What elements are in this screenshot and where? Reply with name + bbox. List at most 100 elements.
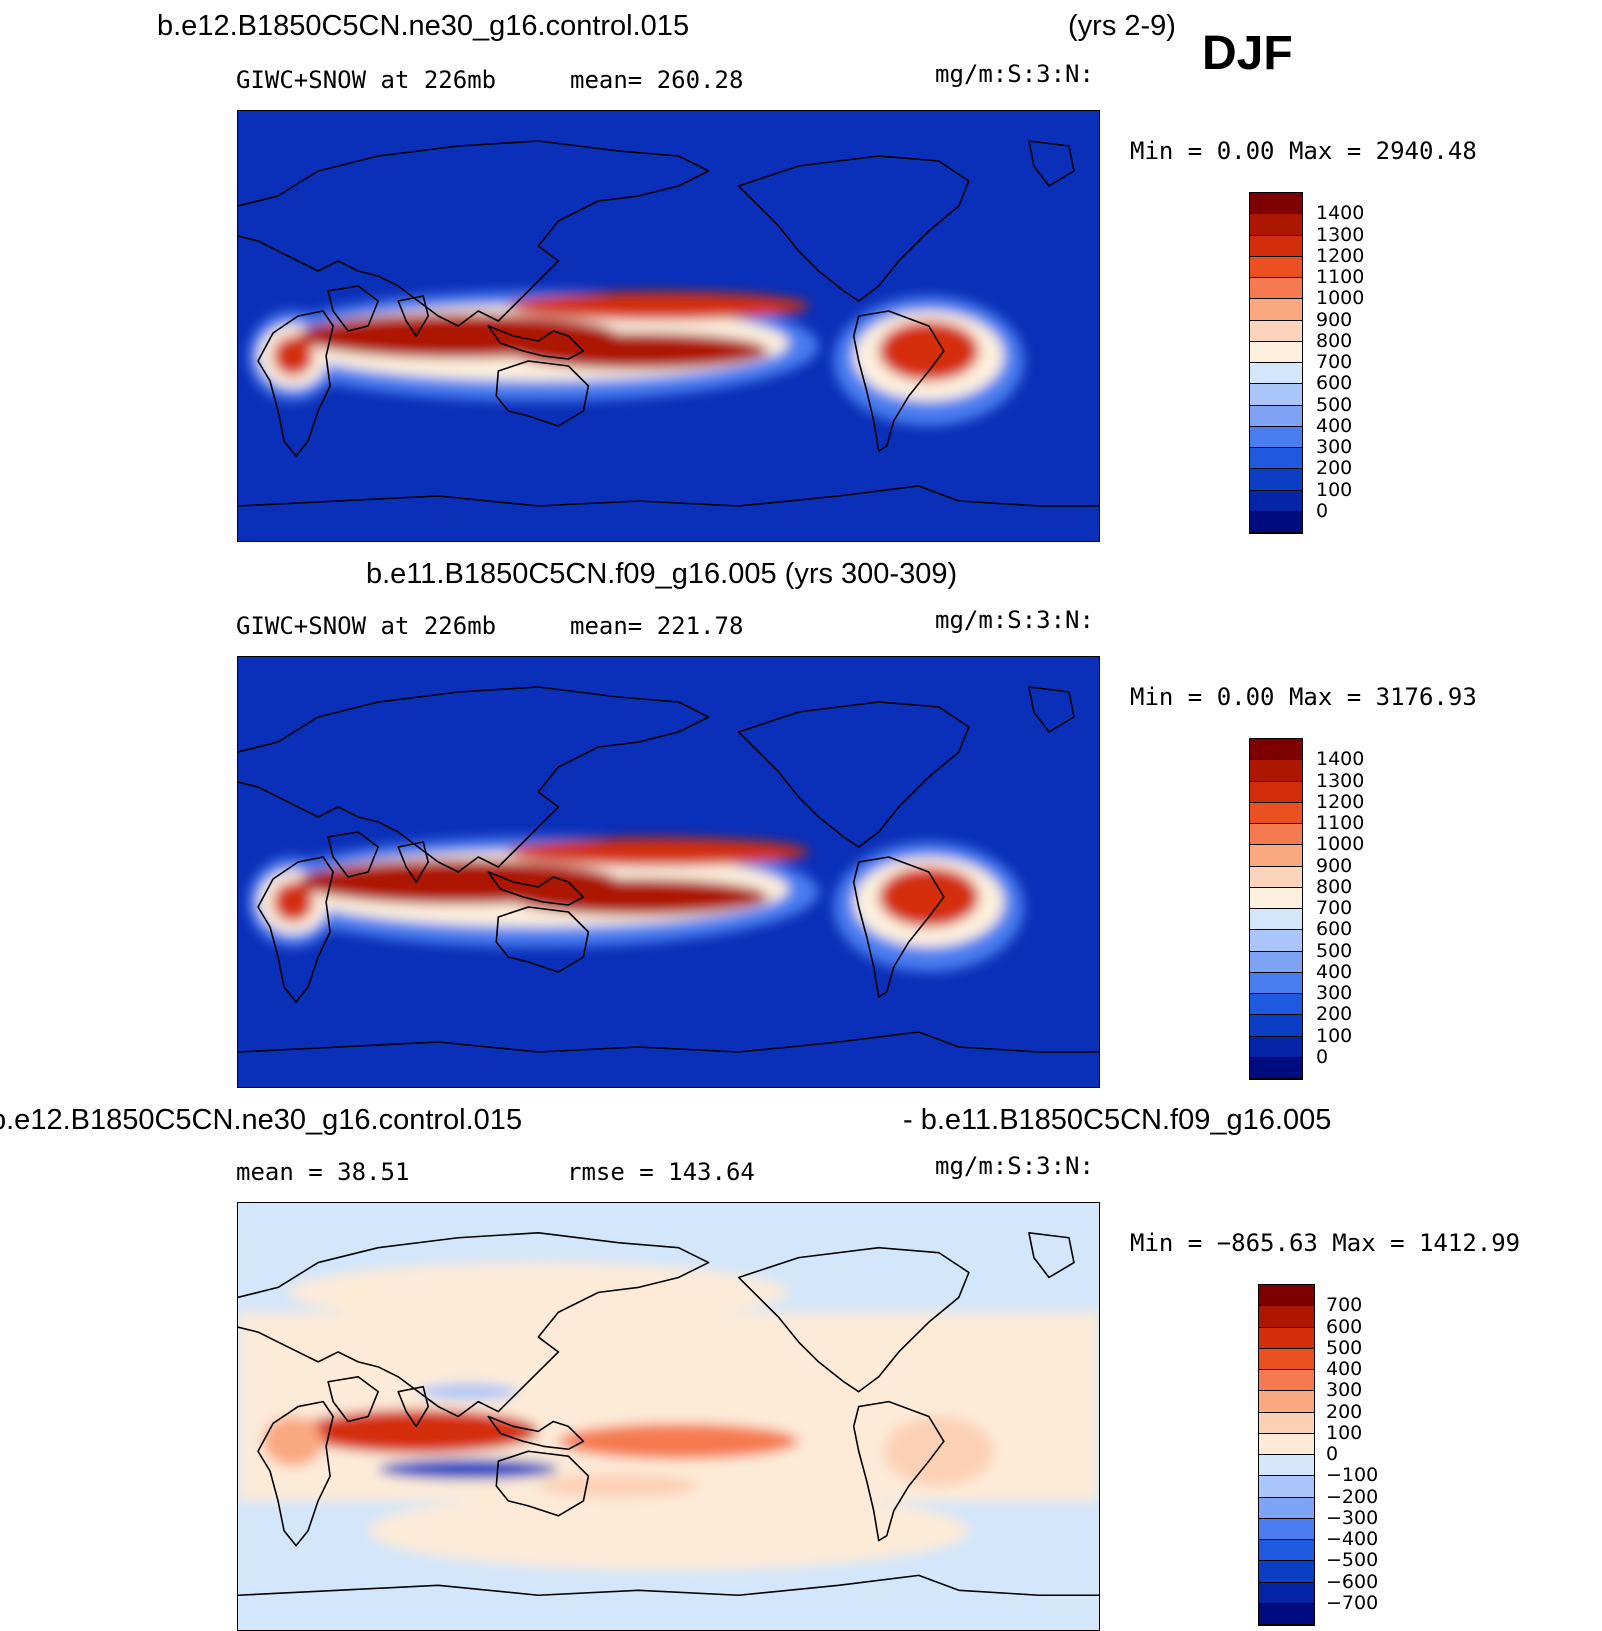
colorbar-swatch [1250, 384, 1302, 406]
colorbar-tick-label: 500 [1326, 1336, 1363, 1359]
coastline [238, 686, 710, 873]
panel2-mean-label: mean= 221.78 [570, 612, 744, 640]
colorbar-tick-label: 700 [1316, 351, 1353, 373]
coastline [1028, 140, 1075, 187]
colorbar-tick-label: 300 [1316, 436, 1353, 458]
panel1-units-label: mg/m:S:3:N: [935, 60, 1094, 88]
coastline [238, 485, 1099, 507]
coastline [327, 1375, 379, 1423]
coastline [737, 701, 970, 848]
coastline [327, 831, 379, 878]
colorbar-swatch [1250, 866, 1302, 888]
colorbar-swatch [1259, 1455, 1314, 1477]
map-field [238, 1203, 1099, 1630]
coastline [852, 310, 945, 452]
colorbar-tick-label: −700 [1326, 1591, 1379, 1614]
colorbar-swatch [1250, 214, 1302, 236]
colorbar-swatch [1250, 511, 1302, 533]
coastline [852, 856, 945, 998]
colorbar-swatch [1250, 448, 1302, 470]
coastline [397, 1385, 430, 1428]
colorbar-swatch [1250, 887, 1302, 909]
colorbar-swatch [1250, 1057, 1302, 1079]
colorbar-swatch [1259, 1327, 1314, 1349]
colorbar-tick-label: 1200 [1316, 790, 1365, 813]
coastline [495, 906, 590, 973]
colorbar-swatch [1259, 1433, 1314, 1455]
colorbar-tick-label: 1300 [1316, 769, 1365, 792]
coastline [257, 856, 334, 1003]
colorbar-tick-label: 500 [1316, 393, 1353, 416]
colorbar-tick-label: 0 [1326, 1443, 1339, 1465]
colorbar-swatch [1259, 1518, 1314, 1540]
colorbar-tick-label: 700 [1316, 897, 1353, 919]
colorbar-swatch [1259, 1561, 1314, 1583]
colorbar-swatch [1250, 1036, 1302, 1058]
years-label: (yrs 2-9) [1068, 10, 1176, 42]
colorbar-tick-label: 1400 [1316, 748, 1365, 771]
colorbar-swatch [1259, 1603, 1314, 1625]
colorbar-tick-label: 100 [1326, 1421, 1363, 1444]
colorbar-swatch [1259, 1348, 1314, 1370]
colorbar-swatch [1250, 278, 1302, 300]
colorbar-swatch [1250, 781, 1302, 803]
colorbar-tick-label: −200 [1326, 1485, 1379, 1508]
colorbar-swatch [1250, 824, 1302, 846]
colorbar-tick-label: 0 [1316, 1045, 1329, 1068]
panel1-minmax: Min = 0.00 Max = 2940.48 [1130, 137, 1477, 165]
colorbar-tick-label: 1100 [1316, 812, 1365, 834]
colorbar-tick-label: 400 [1316, 960, 1353, 983]
colorbar-swatch [1250, 193, 1302, 215]
coastline [238, 1031, 1099, 1053]
panel3-colorbar-labels: −700 −600 −500 −400 −300 −200 −100 0 100 200 300 40… [1326, 1284, 1416, 1624]
panel2-minmax: Min = 0.00 Max = 3176.93 [1130, 683, 1477, 711]
colorbar-swatch [1250, 994, 1302, 1016]
coastline [737, 1246, 970, 1393]
colorbar-swatch [1250, 320, 1302, 342]
colorbar-tick-label: −600 [1326, 1570, 1379, 1593]
season-label: DJF [1202, 27, 1293, 80]
colorbar-tick-label: 200 [1326, 1400, 1363, 1423]
colorbar-tick-label: 600 [1326, 1315, 1363, 1338]
colorbar-swatch [1250, 972, 1302, 994]
colorbar-swatch [1250, 739, 1302, 761]
coastline [257, 1400, 334, 1547]
colorbar-tick-label: −500 [1326, 1549, 1379, 1572]
colorbar-swatch [1250, 930, 1302, 952]
panel1-map [237, 110, 1100, 542]
panel3-title-left: b.e12.B1850C5CN.ne30_g16.control.015 [0, 1104, 523, 1136]
coastline [487, 871, 585, 906]
colorbar-tick-label: 200 [1316, 457, 1353, 480]
colorbar-swatch [1250, 256, 1302, 278]
colorbar-swatch [1259, 1497, 1314, 1519]
panel2-field-label: GIWC+SNOW at 226mb [236, 612, 497, 640]
colorbar-tick-label: 500 [1316, 939, 1353, 962]
panel3-mean-label: mean = 38.51 [236, 1158, 410, 1186]
colorbar-tick-label: 300 [1316, 982, 1353, 1004]
colorbar-tick-label: 800 [1316, 329, 1353, 352]
colorbar-tick-label: 600 [1316, 372, 1353, 395]
colorbar-swatch [1250, 909, 1302, 931]
panel3-title-right: - b.e11.B1850C5CN.f09_g16.005 [903, 1104, 1332, 1136]
coastline [238, 140, 710, 327]
colorbar-tick-label: 1000 [1316, 833, 1365, 856]
colorbar-swatch [1259, 1540, 1314, 1562]
colorbar-tick-label: 600 [1316, 918, 1353, 941]
colorbar-tick-label: 100 [1316, 1024, 1353, 1047]
panel1-field-label: GIWC+SNOW at 226mb [236, 66, 497, 94]
panel3-minmax: Min = −865.63 Max = 1412.99 [1130, 1229, 1521, 1257]
map-field [238, 111, 1099, 541]
colorbar-swatch [1250, 235, 1302, 257]
coastline [327, 285, 379, 332]
panel3-units-label: mg/m:S:3:N: [935, 1152, 1094, 1180]
colorbar-swatch [1250, 951, 1302, 973]
coastline [852, 1400, 945, 1542]
colorbar-tick-label: 1000 [1316, 287, 1365, 310]
coastline [495, 1450, 590, 1517]
colorbar-tick-label: 1300 [1316, 223, 1365, 246]
panel2-colorbar-labels: 0 100 200 300 400 500 600 700 800 900 1000 1100 1200… [1316, 738, 1396, 1078]
colorbar-swatch [1250, 802, 1302, 824]
colorbar-swatch [1259, 1476, 1314, 1498]
coastline [487, 325, 585, 360]
colorbar-swatch [1259, 1370, 1314, 1392]
